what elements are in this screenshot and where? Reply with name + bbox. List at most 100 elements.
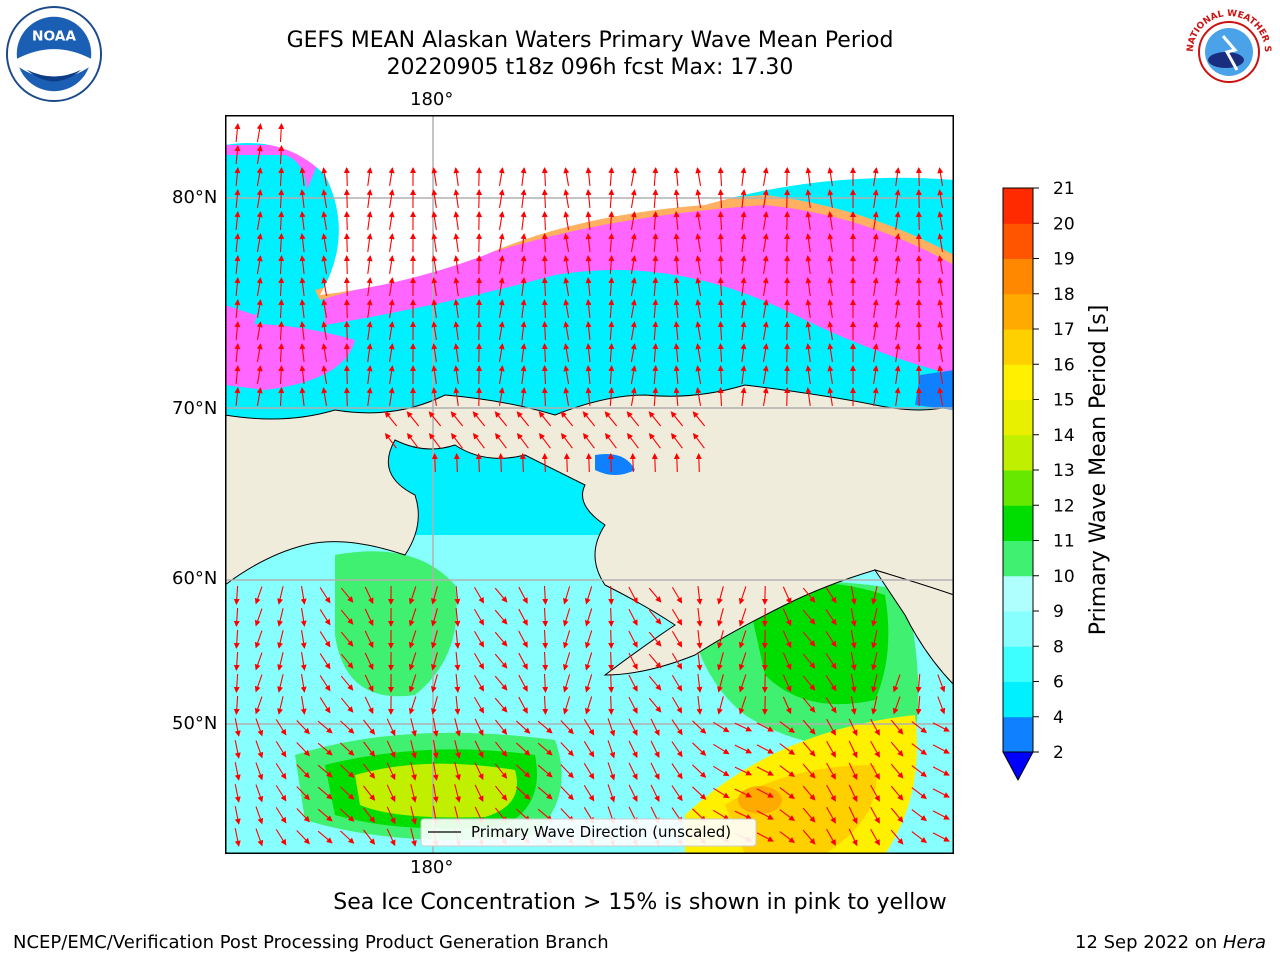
wave-arrow <box>520 189 527 208</box>
wave-arrow <box>275 719 287 736</box>
wave-arrow <box>894 365 901 384</box>
wave-arrow <box>520 387 527 406</box>
wave-arrow <box>474 718 484 737</box>
wave-arrow <box>894 277 901 296</box>
lon-label-top: 180° <box>410 89 454 110</box>
wave-arrow <box>296 764 310 779</box>
wave-arrow <box>541 365 548 385</box>
wave-arrow <box>932 832 950 842</box>
wave-arrow <box>673 453 680 473</box>
wave-arrow <box>518 696 528 714</box>
wave-arrow <box>428 411 442 427</box>
wave-arrow <box>650 784 660 802</box>
wave-arrow <box>762 233 769 252</box>
colorbar-tick-label: 12 <box>1053 496 1075 516</box>
wave-arrow <box>542 651 549 671</box>
wave-arrow <box>494 609 508 625</box>
wave-arrow <box>604 411 618 427</box>
wave-arrow <box>388 299 395 318</box>
wave-arrow <box>453 233 460 252</box>
wave-arrow <box>784 255 791 275</box>
wave-arrow <box>541 211 548 231</box>
wave-arrow <box>848 806 858 825</box>
wave-arrow <box>608 673 615 693</box>
wave-arrow <box>894 211 901 230</box>
wave-arrow <box>848 718 858 737</box>
wave-arrow <box>825 697 837 714</box>
wave-arrow <box>802 587 816 603</box>
wave-arrow <box>520 233 527 252</box>
wave-arrow <box>562 674 571 693</box>
wave-arrow <box>717 630 724 649</box>
colorbar-tick-label: 16 <box>1053 355 1075 375</box>
wave-arrow <box>652 365 659 385</box>
wave-arrow <box>784 277 791 297</box>
wave-arrow <box>894 167 901 186</box>
wave-arrow <box>651 453 658 473</box>
wave-arrow <box>408 586 417 605</box>
wave-arrow <box>673 365 680 385</box>
wave-arrow <box>671 608 683 626</box>
wave-arrow <box>608 695 615 715</box>
wave-arrow <box>275 785 287 802</box>
wave-arrow <box>542 695 549 715</box>
wave-arrow <box>300 586 307 605</box>
wave-arrow <box>740 189 747 209</box>
lon-label-bottom: 180° <box>410 857 454 878</box>
wave-arrow <box>696 695 703 715</box>
wave-arrow <box>474 630 485 648</box>
wave-arrow <box>498 255 505 274</box>
wave-arrow <box>494 653 508 669</box>
wave-arrow <box>431 365 438 384</box>
wave-arrow <box>563 189 570 208</box>
wave-arrow <box>497 453 504 473</box>
wave-arrow <box>541 277 548 297</box>
wave-arrow <box>364 696 374 715</box>
wave-arrow <box>762 277 769 296</box>
wave-arrow <box>872 233 879 252</box>
wave-arrow <box>542 629 549 649</box>
wave-arrow <box>277 608 284 627</box>
wave-arrow <box>779 787 796 799</box>
wave-arrow <box>585 387 592 407</box>
wave-arrow <box>300 674 307 693</box>
wave-arrow <box>890 763 904 779</box>
wave-arrow <box>826 806 836 824</box>
wave-arrow <box>848 740 858 759</box>
wave-arrow <box>321 387 328 406</box>
wave-arrow <box>717 652 724 671</box>
wave-arrow <box>673 167 680 187</box>
wave-arrow <box>583 741 595 758</box>
wave-arrow <box>608 365 615 385</box>
wave-arrow <box>494 587 508 603</box>
wave-arrow <box>474 762 484 781</box>
wave-arrow <box>454 651 461 671</box>
wave-arrow <box>713 765 730 777</box>
wave-arrow <box>630 387 637 406</box>
wave-arrow <box>695 343 702 362</box>
wave-arrow <box>299 387 306 407</box>
wave-arrow <box>319 653 331 670</box>
wave-arrow <box>762 343 769 362</box>
wave-arrow <box>584 630 593 649</box>
wave-arrow <box>630 321 637 340</box>
wave-arrow <box>695 255 702 274</box>
wave-arrow <box>541 167 548 187</box>
wave-arrow <box>652 343 659 363</box>
wave-arrow <box>278 211 285 231</box>
wave-arrow <box>406 411 420 427</box>
wave-arrow <box>740 365 747 385</box>
wave-arrow <box>872 255 879 274</box>
wave-arrow <box>630 277 637 296</box>
wave-arrow <box>563 321 570 340</box>
wave-arrow <box>585 365 592 385</box>
wave-arrow <box>648 609 662 625</box>
wave-arrow <box>299 365 306 385</box>
wave-arrow <box>673 211 680 231</box>
wave-arrow <box>432 762 439 781</box>
wave-arrow <box>278 365 285 385</box>
wave-arrow <box>695 299 702 318</box>
sea-ice-belt <box>325 200 954 375</box>
wave-arrow <box>911 765 927 778</box>
wave-arrow <box>388 255 395 274</box>
